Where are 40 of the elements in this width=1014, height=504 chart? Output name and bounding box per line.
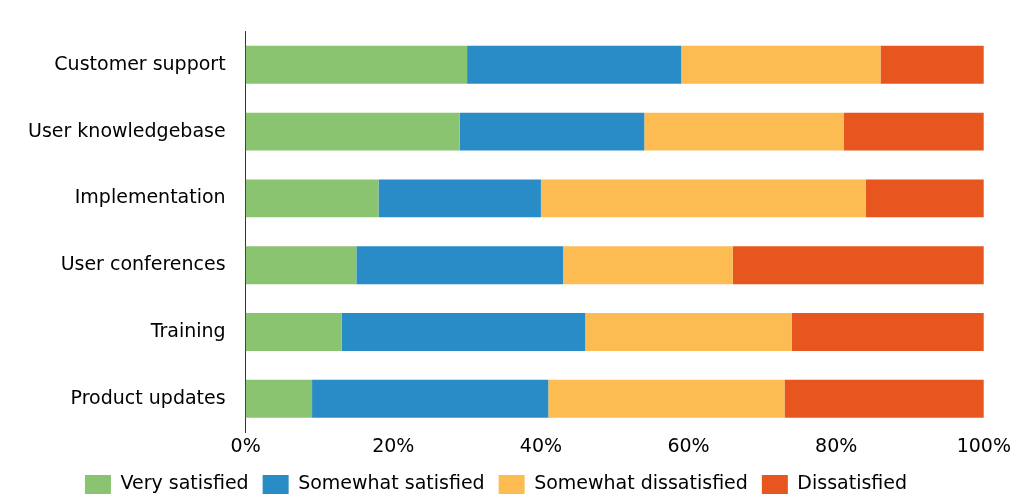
y-tick-label: Implementation [74, 185, 226, 208]
bar [585, 313, 792, 351]
legend-label: Somewhat satisfied [298, 471, 485, 494]
bar [732, 246, 984, 285]
bar [245, 179, 379, 218]
y-tick-label: User knowledgebase [27, 118, 226, 141]
y-tick-label: Product updates [70, 385, 226, 408]
y-tick-label: User conferences [60, 252, 226, 275]
bar [245, 45, 468, 84]
bar [245, 379, 313, 418]
bar [843, 112, 984, 151]
bar [791, 313, 984, 351]
x-tick-label: 60% [667, 433, 710, 456]
bar [245, 313, 342, 351]
bar [245, 246, 357, 285]
bar [540, 179, 866, 218]
x-tick-label: 40% [519, 433, 563, 456]
bar [563, 246, 733, 285]
legend-label: Very satisfied [120, 471, 249, 494]
x-tick-label: 20% [372, 433, 415, 456]
bar [467, 45, 682, 84]
x-tick-label: 80% [815, 433, 858, 456]
y-tick-label: Training [149, 318, 226, 341]
bar [880, 45, 984, 84]
bar [459, 112, 645, 151]
bar [312, 379, 549, 418]
bar [681, 45, 881, 84]
bar [865, 179, 984, 218]
legend-label: Somewhat dissatisfied [534, 471, 748, 494]
legend-label: Dissatisfied [797, 471, 908, 494]
bar [548, 379, 785, 418]
bar [356, 246, 564, 285]
x-tick-label: 0% [230, 433, 261, 456]
bar [784, 379, 984, 418]
bar [245, 112, 460, 151]
bar [644, 112, 844, 151]
bar [378, 179, 541, 218]
bar [341, 313, 586, 351]
x-tick-label: 100% [956, 433, 1011, 456]
y-tick-label: Customer support [54, 51, 226, 74]
